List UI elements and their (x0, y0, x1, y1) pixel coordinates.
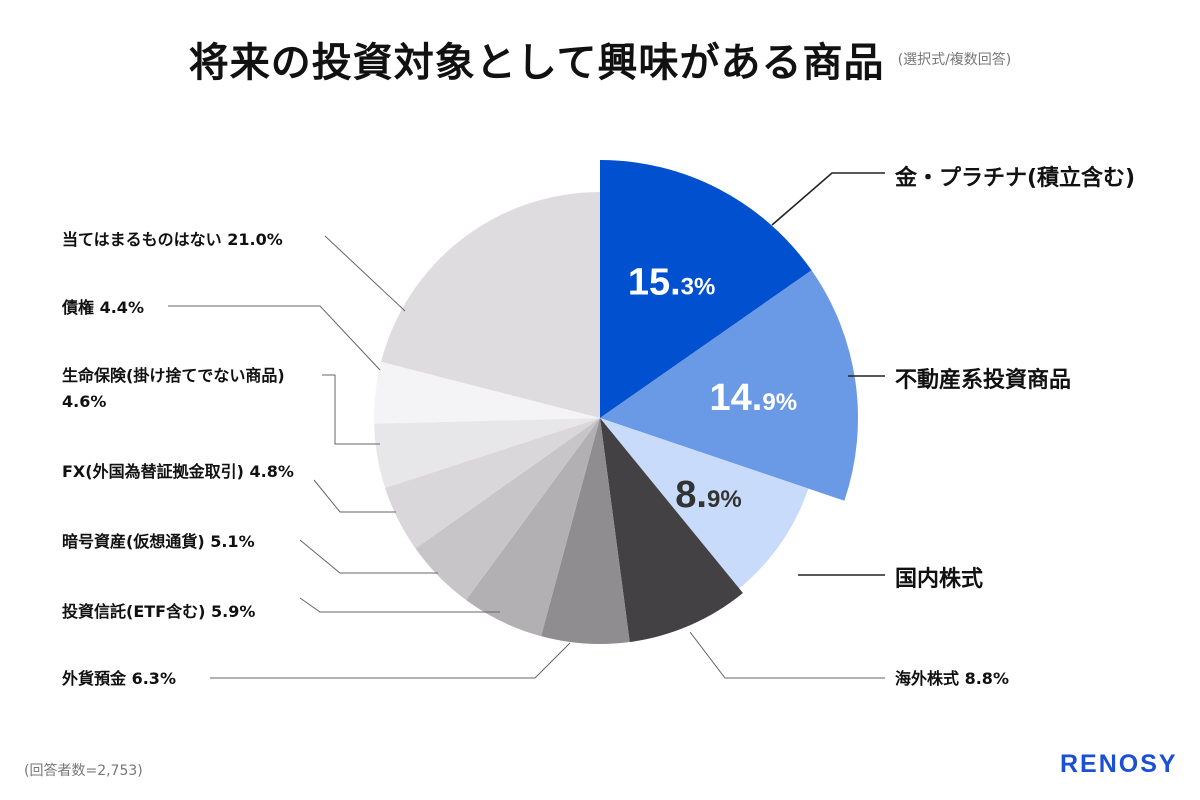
slice-none-apply (381, 192, 600, 418)
label-crypto: 暗号資産(仮想通貨) 5.1% (62, 532, 255, 551)
slice-life-insurance (374, 418, 600, 488)
label-fx: FX(外国為替証拠金取引) 4.8% (62, 462, 294, 481)
label-none-apply: 当てはまるものはない 21.0% (62, 230, 283, 249)
leader-line-gold-platinum (771, 172, 885, 226)
leader-line-fx (313, 479, 396, 513)
leader-line-bonds (168, 305, 381, 371)
leader-line-foreign-stocks (689, 631, 885, 679)
slice-investment-trust (466, 418, 600, 637)
respondent-count: (回答者数=2,753) (24, 763, 143, 779)
slice-foreign-deposit (541, 418, 630, 645)
label-real-estate: 不動産系投資商品 (895, 368, 1072, 393)
chart-subtitle: (選択式/複数回答) (897, 52, 1012, 68)
slice-value-real-estate: 14.9% (710, 377, 798, 419)
chart-title-block: 将来の投資対象として興味がある商品 (選択式/複数回答) (0, 30, 1200, 88)
slice-gold-platinum (600, 160, 812, 418)
slice-domestic-stocks (600, 418, 809, 589)
slice-crypto (415, 418, 600, 600)
label-bonds: 債権 4.4% (62, 298, 144, 317)
slice-foreign-stocks (600, 418, 743, 643)
slice-fx (385, 418, 600, 549)
slice-value-domestic-stocks: 8.9% (675, 474, 741, 516)
slice-bonds (373, 361, 600, 424)
label-gold-platinum: 金・プラチナ(積立含む) (895, 166, 1136, 191)
chart-title: 将来の投資対象として興味がある商品 (188, 40, 885, 86)
leader-line-investment-trust (299, 597, 500, 613)
leader-line-foreign-deposit (210, 642, 571, 679)
leader-line-life-insurance (322, 374, 380, 445)
label-investment-trust: 投資信託(ETF含む) 5.9% (62, 602, 256, 621)
slice-real-estate (600, 270, 858, 501)
label-foreign-deposit: 外貨預金 6.3% (62, 669, 176, 688)
brand-logo: RENOSY (1060, 750, 1178, 778)
leader-line-crypto (299, 539, 438, 574)
label-life-insurance: 生命保険(掛け捨てでない商品) 4.6% (62, 366, 285, 411)
label-domestic-stocks: 国内株式 (895, 567, 984, 592)
slice-value-gold-platinum: 15.3% (628, 262, 716, 304)
leader-line-none-apply (324, 235, 406, 312)
label-foreign-stocks: 海外株式 8.8% (895, 669, 1009, 688)
